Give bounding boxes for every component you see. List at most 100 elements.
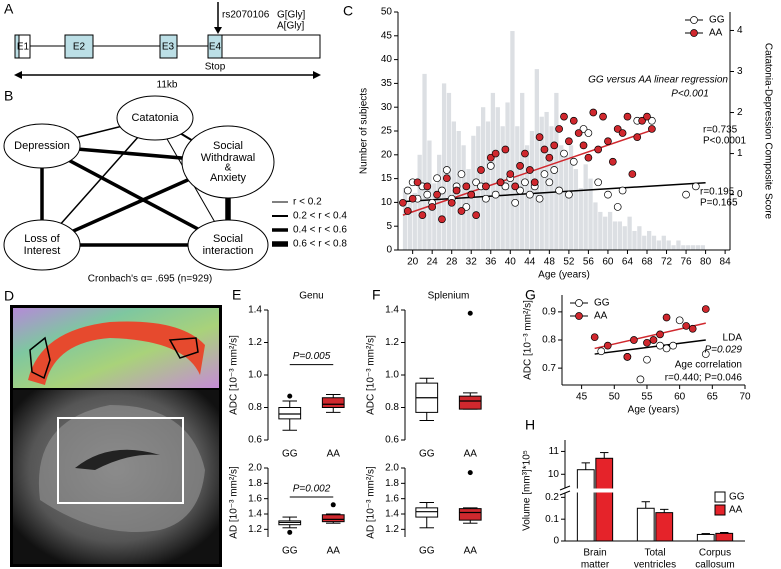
exon bbox=[159, 34, 178, 59]
node-label: Loss of bbox=[24, 233, 60, 245]
point bbox=[594, 145, 603, 154]
y-tick-label: 0.8 bbox=[385, 402, 399, 413]
point bbox=[535, 133, 544, 142]
node-label: Catatonia bbox=[131, 112, 179, 124]
x-tick-label: 28 bbox=[446, 257, 458, 268]
legend-label: 0.2 < r < 0.4 bbox=[293, 211, 347, 222]
point bbox=[623, 112, 632, 121]
point bbox=[613, 203, 622, 211]
y-tick-label: 0.6 bbox=[385, 435, 399, 446]
point bbox=[662, 313, 671, 322]
y-axis-label: ADC [10⁻³ mm²/s] bbox=[366, 335, 377, 415]
arrowhead bbox=[14, 71, 22, 79]
x-tick-label: 32 bbox=[466, 257, 478, 268]
y-axis-label: AD [10⁻³ mm²/s] bbox=[229, 466, 240, 539]
histogram-bar bbox=[690, 245, 696, 250]
histogram-bar bbox=[549, 126, 554, 250]
node-label: Depression bbox=[14, 140, 70, 152]
y-tick-label: 35 bbox=[381, 78, 393, 89]
y-tick-label: 50 bbox=[381, 7, 393, 18]
y-tick-label: 40 bbox=[381, 54, 393, 65]
x-tick-label: 40 bbox=[505, 257, 517, 268]
snp-arrowhead bbox=[214, 27, 222, 34]
histogram-bar bbox=[622, 226, 627, 250]
point bbox=[506, 170, 515, 178]
y-tick-label: 30 bbox=[381, 102, 393, 113]
point bbox=[438, 186, 446, 195]
node bbox=[181, 125, 275, 199]
histogram-bar bbox=[534, 69, 539, 251]
legend-marker bbox=[690, 16, 698, 24]
point bbox=[482, 194, 490, 203]
exon-label: E2 bbox=[73, 42, 86, 53]
panel-letter: D bbox=[4, 288, 14, 304]
gene-diagram: A E1 E2 E3 E4 rs2070106 G[Gly] A[Gly] St… bbox=[4, 1, 321, 91]
point bbox=[511, 198, 520, 207]
panel-letter: G bbox=[525, 287, 536, 303]
histogram-bar bbox=[632, 230, 637, 250]
x-tick-label: 36 bbox=[485, 257, 497, 268]
point bbox=[633, 133, 642, 142]
point bbox=[574, 129, 583, 137]
legend-label: AA bbox=[709, 28, 723, 39]
x-tick-label: 56 bbox=[583, 257, 595, 268]
y-tick-label: 0.7 bbox=[542, 363, 556, 374]
legend-label: GG bbox=[729, 492, 745, 503]
histogram-bar bbox=[432, 183, 437, 250]
point bbox=[516, 186, 524, 195]
point bbox=[433, 174, 441, 183]
x-tick-label: 60 bbox=[602, 257, 614, 268]
point bbox=[486, 162, 495, 170]
y-tick-label: 0.8 bbox=[248, 402, 262, 413]
box bbox=[278, 407, 302, 420]
point bbox=[618, 186, 627, 195]
x-tick-label: 44 bbox=[524, 257, 536, 268]
x-tick-label: AA bbox=[327, 449, 341, 460]
annotation: r=0.440; P=0.046 bbox=[665, 373, 743, 384]
annotation: P<0.0001 bbox=[703, 136, 747, 147]
panel-letter: E bbox=[232, 287, 241, 303]
point bbox=[472, 211, 480, 219]
point bbox=[669, 341, 677, 350]
x-tick-label: 70 bbox=[739, 392, 751, 403]
y-tick-label: 10 bbox=[548, 469, 560, 480]
annotation: P=0.165 bbox=[700, 198, 738, 209]
histogram-bar bbox=[642, 235, 647, 250]
histogram-bar bbox=[412, 192, 417, 250]
point bbox=[555, 125, 563, 133]
box bbox=[321, 514, 345, 523]
x-tick-label: 24 bbox=[427, 257, 439, 268]
legend-label: 0.4 < r < 0.6 bbox=[293, 225, 347, 236]
point bbox=[423, 190, 432, 199]
point bbox=[638, 116, 646, 125]
x-tick-label: 65 bbox=[707, 392, 719, 403]
histogram-bar bbox=[539, 116, 544, 250]
box bbox=[458, 508, 482, 521]
point bbox=[569, 157, 578, 166]
legend-label: r < 0.2 bbox=[293, 197, 322, 208]
node-label: Social bbox=[213, 140, 243, 152]
annotation: Age correlation bbox=[675, 360, 742, 371]
point bbox=[643, 338, 651, 347]
node bbox=[3, 219, 81, 271]
histogram-bar bbox=[666, 240, 671, 250]
x-tick-label: AA bbox=[327, 546, 341, 557]
annotation: P=0.029 bbox=[704, 345, 742, 356]
annotation: r=0.735 bbox=[703, 125, 738, 136]
panel-letter: A bbox=[4, 1, 14, 17]
legend-swatch bbox=[714, 491, 726, 503]
exon bbox=[64, 34, 94, 59]
point bbox=[535, 194, 544, 203]
point bbox=[618, 129, 627, 137]
annotation: GG versus AA linear regression bbox=[588, 75, 728, 86]
y-tick-label: 1.2 bbox=[385, 524, 399, 535]
annotation: P<0.001 bbox=[671, 89, 709, 100]
y-tick-label: 0 bbox=[553, 536, 559, 547]
point bbox=[501, 145, 510, 154]
histogram-bar bbox=[564, 154, 569, 250]
point bbox=[511, 182, 520, 191]
y-tick-label: 2.0 bbox=[385, 463, 399, 474]
x-tick-label: 72 bbox=[661, 257, 673, 268]
histogram-bar bbox=[481, 107, 486, 250]
